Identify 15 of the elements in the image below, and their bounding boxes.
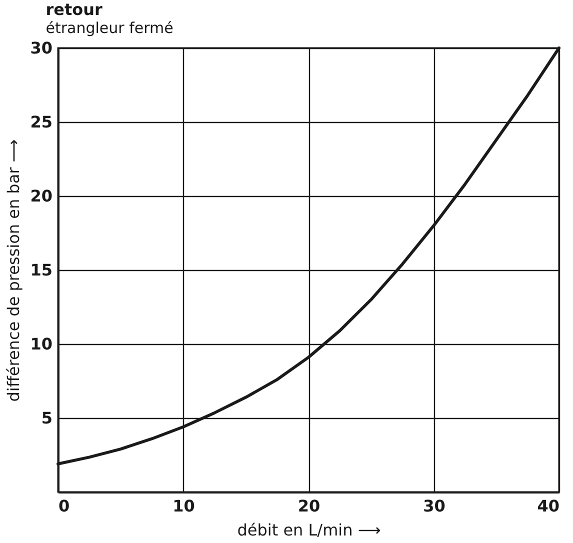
x-tick-label: 20 (298, 496, 320, 516)
y-tick-label: 10 (30, 334, 52, 354)
y-tick-label: 25 (30, 112, 52, 132)
x-axis-title: débit en L/min ⟶ (237, 520, 381, 540)
y-axis-title: différence de pression en bar ⟶ (4, 139, 24, 402)
x-tick-label: 40 (537, 496, 560, 516)
chart-title: retour (46, 0, 103, 19)
y-tick-label: 15 (30, 260, 52, 280)
y-tick-label: 30 (30, 38, 52, 58)
x-tick-label: 10 (172, 496, 195, 516)
x-tick-label: 30 (423, 496, 446, 516)
chart-subtitle: étrangleur fermé (46, 19, 174, 37)
y-tick-label: 5 (41, 408, 52, 428)
x-tick-label: 0 (58, 496, 70, 516)
y-tick-label: 20 (30, 186, 52, 206)
